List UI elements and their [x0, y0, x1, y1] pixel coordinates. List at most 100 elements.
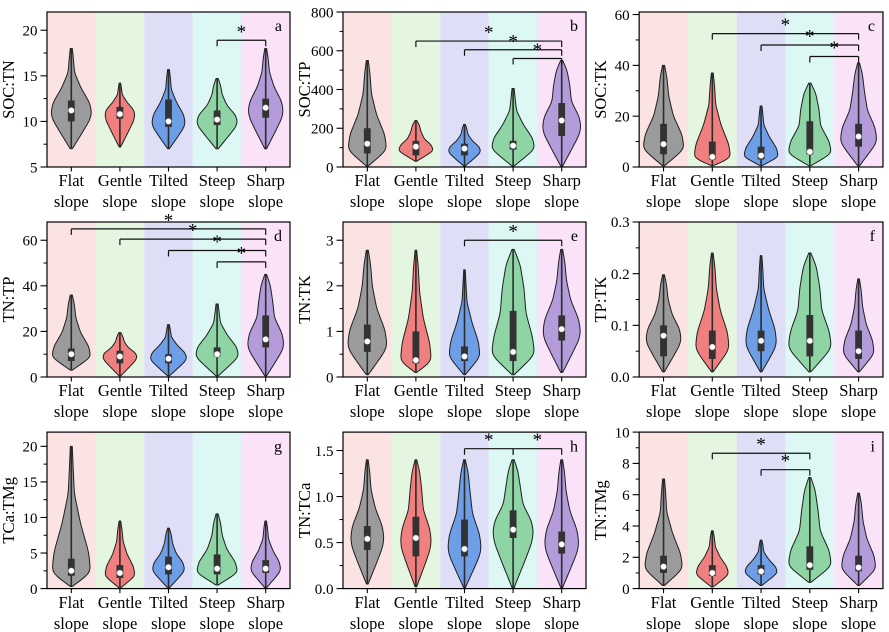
iqr-box-steep-slope: [509, 510, 517, 538]
category-label-sharp-slope: Sharp: [246, 381, 285, 400]
category-label-sharp-slope: Sharp: [246, 171, 285, 190]
category-label-gentle-slope: Gentle: [98, 593, 142, 612]
plot-frame: [342, 431, 587, 590]
category-label-line2-flat-slope: slope: [54, 614, 89, 632]
y-tick-label: 0: [326, 160, 334, 176]
category-label-line2-sharp-slope: slope: [248, 192, 283, 211]
category-label-line2-steep-slope: slope: [200, 402, 235, 421]
median-dot-tilted-slope: [461, 545, 468, 553]
category-label-sharp-slope: Sharp: [839, 171, 878, 190]
median-dot-gentle-slope: [708, 343, 716, 351]
panel-letter: f: [870, 228, 876, 245]
significance-bracket-steep-slope-sharp-slope: *: [512, 40, 563, 65]
y-axis-label: SOC:TK: [591, 60, 610, 119]
category-label-line2-tilted-slope: slope: [151, 402, 186, 421]
category-label-sharp-slope: Sharp: [839, 593, 878, 612]
plot-frame: [46, 431, 291, 590]
y-tick-label: 5: [30, 160, 38, 176]
median-dot-steep-slope: [806, 561, 814, 569]
category-label-gentle-slope: Gentle: [690, 171, 734, 190]
category-label-flat-slope: Flat: [354, 171, 380, 190]
significance-asterisk: *: [756, 435, 766, 456]
category-label-line2-steep-slope: slope: [200, 614, 235, 632]
category-label-flat-slope: Flat: [354, 593, 380, 612]
category-label-line2-flat-slope: slope: [646, 402, 681, 421]
category-label-steep-slope: Steep: [791, 381, 828, 400]
median-dot-flat-slope: [363, 140, 371, 148]
y-tick-label: 10: [615, 425, 630, 441]
panel-letter: i: [870, 438, 875, 455]
y-tick-label: 5: [30, 546, 37, 562]
category-label-line2-steep-slope: slope: [496, 614, 531, 632]
y-tick-label: 0.3: [611, 215, 630, 231]
y-tick-label: 15: [23, 69, 38, 85]
panel-cell-a: 5 10 15 20 Flat slope Gentle slope Tilted slope St…: [0, 0, 296, 211]
category-label-tilted-slope: Tilted: [445, 171, 485, 190]
category-label-steep-slope: Steep: [199, 171, 236, 190]
category-label-line2-steep-slope: slope: [496, 192, 531, 211]
category-label-line2-flat-slope: slope: [350, 614, 385, 632]
median-dot-gentle-slope: [116, 569, 124, 577]
y-tick-label: 0: [30, 370, 38, 386]
category-label-sharp-slope: Sharp: [839, 381, 878, 400]
significance-asterisk: *: [508, 31, 517, 52]
category-label-line2-steep-slope: slope: [792, 402, 827, 421]
median-dot-flat-slope: [660, 332, 667, 340]
iqr-box-tilted-slope: [165, 99, 172, 127]
significance-bracket-gentle-slope-sharp-slope: *: [415, 23, 563, 48]
iqr-box-gentle-slope: [412, 331, 420, 364]
y-tick-label: 400: [311, 83, 334, 99]
category-label-line2-gentle-slope: slope: [102, 192, 137, 211]
median-dot-gentle-slope: [116, 110, 124, 118]
iqr-box-flat-slope: [67, 558, 75, 576]
median-dot-sharp-slope: [262, 336, 270, 343]
category-label-line2-steep-slope: slope: [200, 192, 235, 211]
panel-f: 0.0 0.1 0.2 0.3 Flat slope Gentle slope Tilted sl…: [591, 215, 884, 421]
iqr-box-sharp-slope: [855, 330, 863, 359]
category-label-gentle-slope: Gentle: [394, 593, 438, 612]
significance-asterisk: *: [164, 210, 174, 231]
y-tick-label: 20: [23, 440, 38, 456]
category-label-line2-sharp-slope: slope: [841, 192, 876, 211]
y-tick-label: 0.5: [315, 536, 334, 552]
median-dot-flat-slope: [363, 338, 371, 345]
significance-asterisk: *: [212, 232, 222, 253]
category-label-line2-gentle-slope: slope: [695, 402, 730, 421]
y-tick-label: 0: [30, 582, 37, 598]
panel-cell-g: 0 5 10 15 20 Flat slope Gentle slope Tilted slope S…: [0, 420, 296, 632]
category-label-tilted-slope: Tilted: [742, 593, 782, 612]
panel-letter: h: [570, 438, 578, 455]
median-dot-gentle-slope: [412, 356, 420, 364]
y-tick-label: 1: [326, 325, 334, 341]
category-label-line2-sharp-slope: slope: [248, 402, 283, 421]
median-dot-sharp-slope: [262, 104, 270, 112]
iqr-box-tilted-slope: [461, 519, 468, 557]
median-dot-flat-slope: [660, 140, 667, 148]
category-label-sharp-slope: Sharp: [246, 593, 284, 612]
y-axis-label: TN:TK: [295, 275, 314, 324]
panel-letter: e: [571, 228, 578, 245]
category-label-steep-slope: Steep: [495, 593, 532, 612]
median-dot-steep-slope: [213, 116, 221, 123]
category-label-line2-tilted-slope: slope: [151, 614, 186, 632]
y-tick-label: 0.2: [611, 267, 630, 283]
median-dot-steep-slope: [509, 526, 517, 534]
y-tick-label: 1.0: [315, 490, 334, 506]
panel-letter: d: [274, 228, 282, 245]
category-label-line2-sharp-slope: slope: [841, 614, 876, 632]
y-axis-label: TN:TCa: [295, 482, 314, 538]
median-dot-gentle-slope: [708, 153, 716, 161]
significance-asterisk: *: [508, 222, 517, 243]
panel-letter: a: [275, 18, 282, 35]
median-dot-sharp-slope: [262, 565, 270, 573]
panel-c: 0 20 40 60 Flat slope Gentle slope Tilted slope St…: [591, 8, 884, 211]
category-label-flat-slope: Flat: [58, 381, 84, 400]
y-tick-label: 3: [326, 233, 334, 249]
category-label-sharp-slope: Sharp: [542, 171, 581, 190]
median-dot-steep-slope: [213, 350, 221, 358]
significance-asterisk: *: [781, 451, 791, 472]
category-label-line2-flat-slope: slope: [54, 192, 89, 211]
iqr-box-sharp-slope: [262, 315, 270, 348]
significance-asterisk: *: [484, 430, 494, 451]
